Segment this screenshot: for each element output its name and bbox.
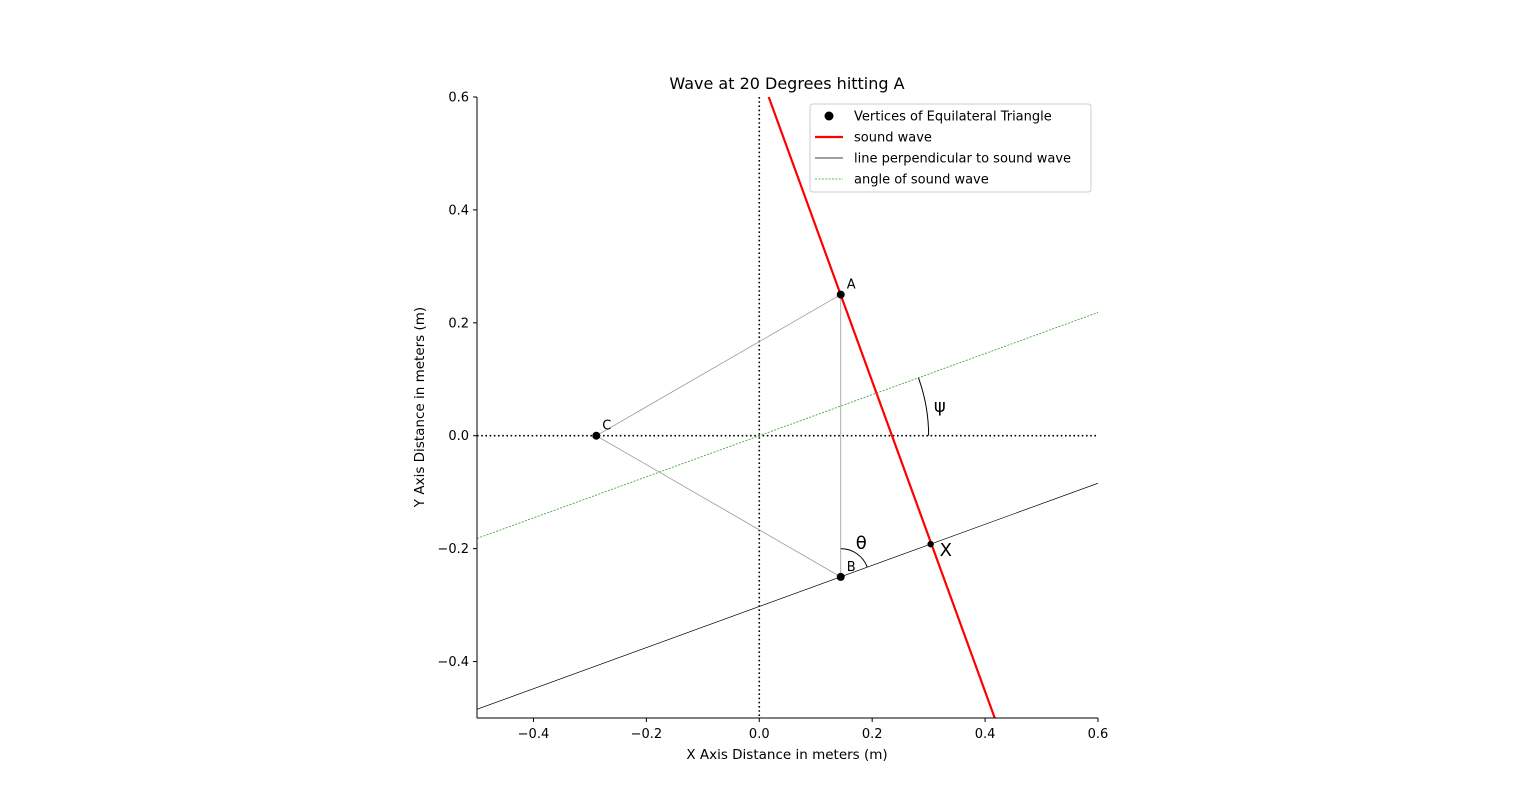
theta-label: θ (856, 533, 867, 554)
plot-lines (477, 97, 1098, 718)
legend-entry-label: angle of sound wave (854, 173, 989, 188)
vertex-b-label: B (847, 560, 856, 575)
x-axis-label: X Axis Distance in meters (m) (686, 747, 887, 763)
y-tick-label: 0.6 (448, 91, 469, 106)
vertex-b-marker (836, 572, 845, 581)
plot-area: −0.4 −0.2 0.0 0.2 0.4 0.6 −0.4 −0.2 0.0 0.2 0.4 0.6… (437, 91, 1108, 743)
legend-entry-label: line perpendicular to sound wave (854, 152, 1071, 167)
x-tick-label: −0.2 (631, 727, 663, 742)
triangle-edge-ca (596, 294, 841, 437)
vertex-c-label: C (602, 419, 611, 434)
intersection-x-label: X (940, 540, 952, 561)
y-axis-label: Y Axis Distance in meters (m) (412, 307, 428, 508)
psi-label: ψ (934, 396, 946, 417)
x-tick-label: 0.0 (749, 727, 770, 742)
sound-wave-line (767, 97, 996, 718)
vertex-a-label: A (847, 278, 856, 293)
theta-angle-arc (840, 548, 868, 568)
vertex-c-marker (592, 431, 601, 440)
chart-title: Wave at 20 Degrees hitting A (669, 74, 904, 93)
intersection-x-marker (927, 540, 934, 548)
legend: Vertices of Equilateral Triangle sound wa… (809, 103, 1092, 193)
y-tick-label: −0.4 (437, 655, 469, 670)
x-tick-label: 0.6 (1088, 727, 1109, 742)
x-tick-label: 0.2 (862, 727, 883, 742)
vertex-a-marker (836, 290, 845, 299)
legend-marker-vertices (824, 111, 834, 121)
legend-frame (809, 103, 1092, 193)
y-tick-label: −0.2 (437, 542, 469, 557)
legend-entry-label: sound wave (854, 131, 932, 146)
angle-of-sound-wave-line (477, 312, 1098, 539)
psi-angle-arc (917, 377, 930, 436)
x-tick-label: −0.4 (518, 727, 550, 742)
legend-entry-label: Vertices of Equilateral Triangle (854, 110, 1052, 125)
y-tick-label: 0.4 (448, 203, 469, 218)
triangle-edge-bc (596, 435, 841, 578)
y-tick-label: 0.2 (448, 316, 469, 331)
y-tick-label: 0.0 (448, 429, 469, 444)
x-tick-label: 0.4 (975, 727, 996, 742)
perpendicular-line (477, 482, 1098, 710)
